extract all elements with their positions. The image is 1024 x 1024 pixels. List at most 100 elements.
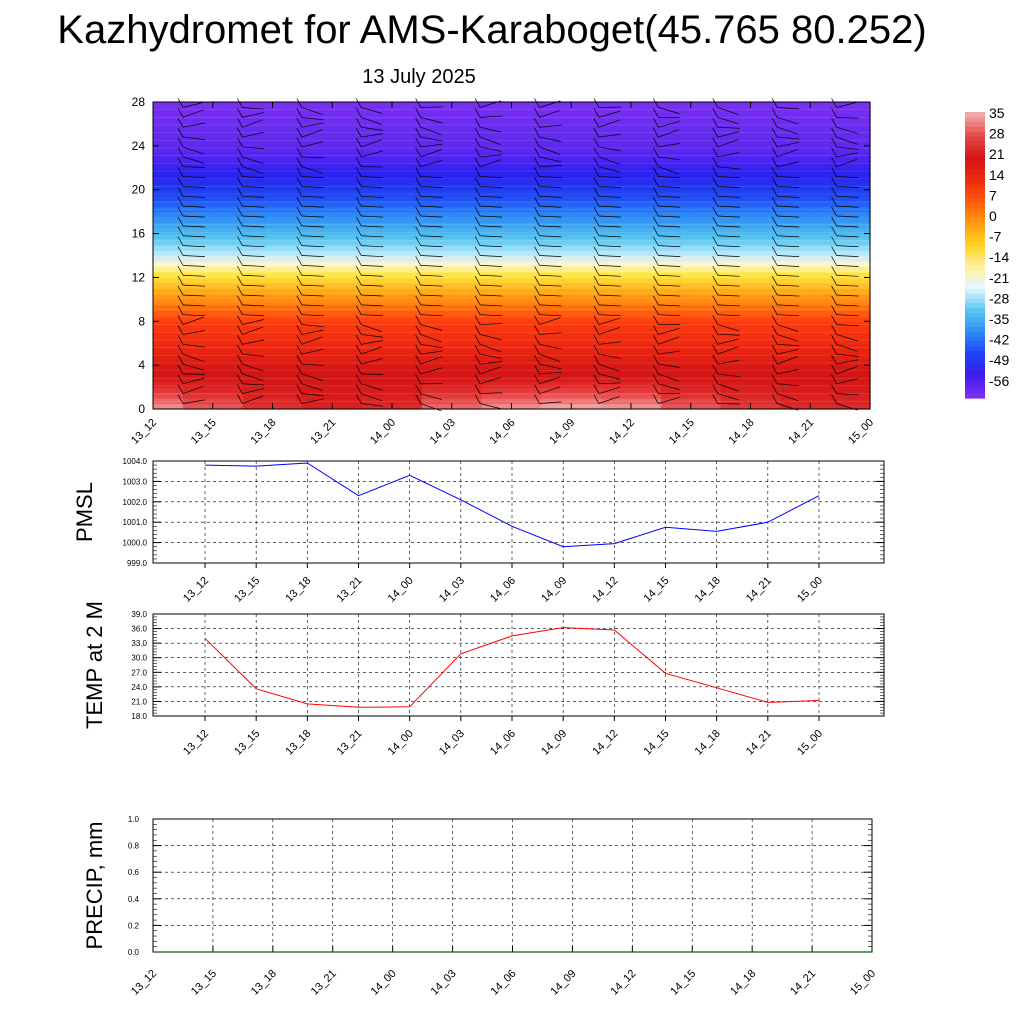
heatmap-cell [780,293,811,300]
heatmap-cell [451,250,483,257]
heatmap-cell [660,277,692,284]
heatmap-cell [182,173,214,180]
wind-barb [836,186,859,188]
heatmap-cell [780,167,811,174]
wind-barb-flag [355,196,362,207]
heatmap-cell [332,107,363,114]
heatmap-cell [541,228,572,235]
heatmap-cell [571,288,602,295]
colorbar-swatch [965,359,985,366]
wind-barb [598,166,621,173]
wind-barb-flag [237,305,243,315]
heatmap-cell [780,189,811,196]
wind-barb [480,176,503,179]
heatmap-cell [242,359,274,366]
wind-barb [717,403,740,405]
wind-barb [301,235,324,238]
heatmap-cell [780,299,811,306]
wind-barb-flag [653,246,659,256]
heatmap-cell [182,266,214,273]
wind-barb [717,176,740,179]
heatmap-cell [272,195,303,202]
heatmap-cell [571,250,602,257]
colorbar-label: 0 [989,208,997,224]
heatmap-cell [660,376,692,383]
wind-barb-flag [534,236,540,246]
heatmap-cell [153,359,184,366]
wind-barb [717,126,740,129]
heatmap-cell [421,156,453,163]
heatmap-cell [182,102,214,109]
heatmap-cell [631,102,662,109]
heatmap-cell [362,387,393,394]
heatmap-cell [660,403,692,410]
wind-barb [420,205,443,208]
heatmap-cell [481,123,513,131]
wind-barb-flag [355,305,362,315]
heatmap-cell [212,156,244,163]
colorbar-swatch [965,393,985,399]
heatmap-cell [182,381,214,388]
heatmap-cell [601,129,632,136]
heatmap-cell [421,277,453,284]
heatmap-cell [242,315,274,322]
heatmap-cell [392,217,423,224]
heatmap-cell [690,156,722,163]
heatmap-cell [481,200,513,207]
wind-barb [361,215,384,218]
heatmap-cell [660,337,692,344]
y-tick-label: 0.2 [128,921,140,930]
wind-barb-flag [474,157,481,167]
wind-barb-flag [593,118,600,128]
heatmap-cell [720,200,752,207]
heatmap-cell [421,162,453,169]
wind-barb-flag [474,394,481,404]
wind-barb [836,343,858,352]
wind-barb [182,122,205,128]
heatmap-cell [153,140,184,147]
wind-barb [182,353,204,362]
wind-barb [479,343,501,353]
heatmap-cell [272,277,303,284]
heatmap-cell [302,370,333,377]
heatmap-cell [332,370,363,377]
wind-barb [836,334,858,342]
heatmap-cell [182,145,214,152]
wind-barb-flag [177,384,184,394]
heatmap-cell [810,167,841,174]
heatmap-cell [840,217,871,224]
wind-barb [242,326,264,335]
wind-barb [539,314,562,317]
heatmap-cell [541,359,572,366]
heatmap-cell [571,195,602,202]
wind-barb [539,205,562,208]
wind-barb [539,376,561,385]
heatmap-cell [750,288,781,295]
colorbar-swatch [965,173,985,180]
wind-barb [598,326,620,335]
heatmap-cell [272,145,303,152]
heatmap-cell [272,156,303,163]
wind-barb [836,359,859,365]
wind-barb [777,136,800,140]
colorbar-swatch [965,150,985,156]
heatmap-cell [780,321,811,328]
wind-barb [301,176,324,179]
heatmap-cell [660,239,692,246]
heatmap-cell [780,381,811,388]
heatmap-cell [840,315,871,322]
wind-barb-flag [474,216,481,227]
wind-barb-flag [296,98,303,108]
heatmap-cell [272,332,303,339]
heatmap-cell [810,195,841,202]
heatmap-cell [631,239,662,246]
wind-barb-flag [296,226,303,236]
heatmap-cell [601,359,632,366]
heatmap-cell [212,359,244,366]
heatmap-cell [690,354,722,361]
heatmap-cell [332,184,363,191]
heatmap-cell [690,315,722,322]
heatmap-cell [690,403,722,410]
heatmap-cell [451,381,483,388]
heatmap-cell [750,326,781,333]
